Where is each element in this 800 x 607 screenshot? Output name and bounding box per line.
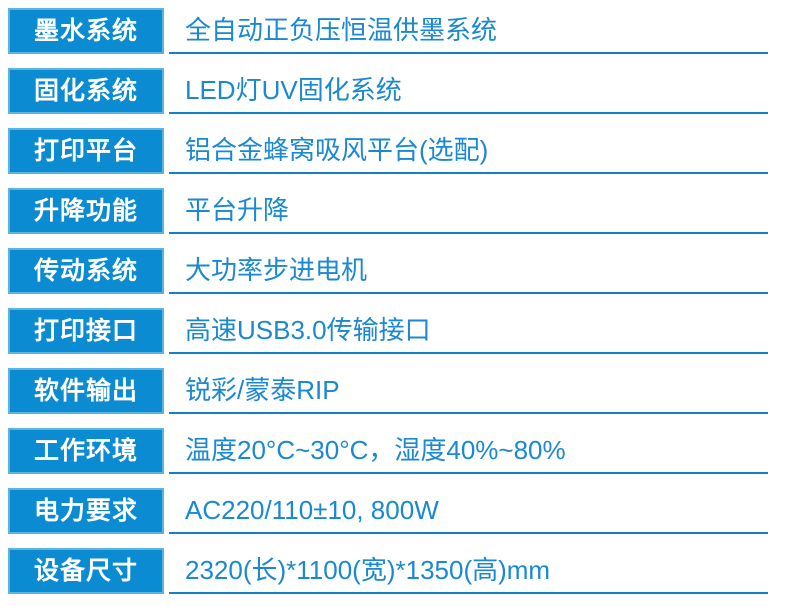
spec-row: 工作环境 温度20°C~30°C，湿度40%~80% bbox=[8, 428, 768, 474]
spec-label: 墨水系统 bbox=[8, 8, 164, 54]
spec-value-underline: 温度20°C~30°C，湿度40%~80% bbox=[169, 428, 768, 474]
spec-table: 墨水系统 全自动正负压恒温供墨系统 固化系统 LED灯UV固化系统 打印平台 铝… bbox=[8, 8, 768, 594]
spec-value-underline: 全自动正负压恒温供墨系统 bbox=[169, 8, 768, 54]
spec-value-underline: 铝合金蜂窝吸风平台(选配) bbox=[169, 128, 768, 174]
spec-value: 全自动正负压恒温供墨系统 bbox=[185, 15, 498, 45]
spec-label: 传动系统 bbox=[8, 248, 164, 294]
spec-row: 软件输出 锐彩/蒙泰RIP bbox=[8, 368, 768, 414]
spec-label: 打印平台 bbox=[8, 128, 164, 174]
spec-value-underline: 2320(长)*1100(宽)*1350(高)mm bbox=[169, 548, 768, 594]
spec-label: 工作环境 bbox=[8, 428, 164, 474]
spec-value-underline: LED灯UV固化系统 bbox=[169, 68, 768, 114]
spec-value-underline: 平台升降 bbox=[169, 188, 768, 234]
spec-label: 固化系统 bbox=[8, 68, 164, 114]
spec-value: 2320(长)*1100(宽)*1350(高)mm bbox=[185, 555, 551, 585]
spec-row: 电力要求 AC220/110±10, 800W bbox=[8, 488, 768, 534]
spec-value: 大功率步进电机 bbox=[185, 255, 368, 285]
spec-value-underline: 大功率步进电机 bbox=[169, 248, 768, 294]
spec-value: 锐彩/蒙泰RIP bbox=[185, 375, 340, 405]
spec-label: 升降功能 bbox=[8, 188, 164, 234]
spec-value: AC220/110±10, 800W bbox=[185, 495, 439, 525]
spec-value: 高速USB3.0传输接口 bbox=[185, 315, 431, 345]
spec-row: 打印接口 高速USB3.0传输接口 bbox=[8, 308, 768, 354]
spec-value: LED灯UV固化系统 bbox=[185, 75, 402, 105]
spec-row: 升降功能 平台升降 bbox=[8, 188, 768, 234]
spec-value: 温度20°C~30°C，湿度40%~80% bbox=[185, 435, 566, 465]
spec-label: 设备尺寸 bbox=[8, 548, 164, 594]
spec-value-underline: 锐彩/蒙泰RIP bbox=[169, 368, 768, 414]
spec-row: 打印平台 铝合金蜂窝吸风平台(选配) bbox=[8, 128, 768, 174]
spec-value-underline: 高速USB3.0传输接口 bbox=[169, 308, 768, 354]
spec-row: 固化系统 LED灯UV固化系统 bbox=[8, 68, 768, 114]
spec-value-underline: AC220/110±10, 800W bbox=[169, 488, 768, 534]
spec-value: 平台升降 bbox=[185, 195, 290, 225]
spec-label: 电力要求 bbox=[8, 488, 164, 534]
spec-row: 墨水系统 全自动正负压恒温供墨系统 bbox=[8, 8, 768, 54]
spec-row: 传动系统 大功率步进电机 bbox=[8, 248, 768, 294]
spec-label: 打印接口 bbox=[8, 308, 164, 354]
spec-row: 设备尺寸 2320(长)*1100(宽)*1350(高)mm bbox=[8, 548, 768, 594]
spec-label: 软件输出 bbox=[8, 368, 164, 414]
spec-value: 铝合金蜂窝吸风平台(选配) bbox=[185, 135, 489, 165]
